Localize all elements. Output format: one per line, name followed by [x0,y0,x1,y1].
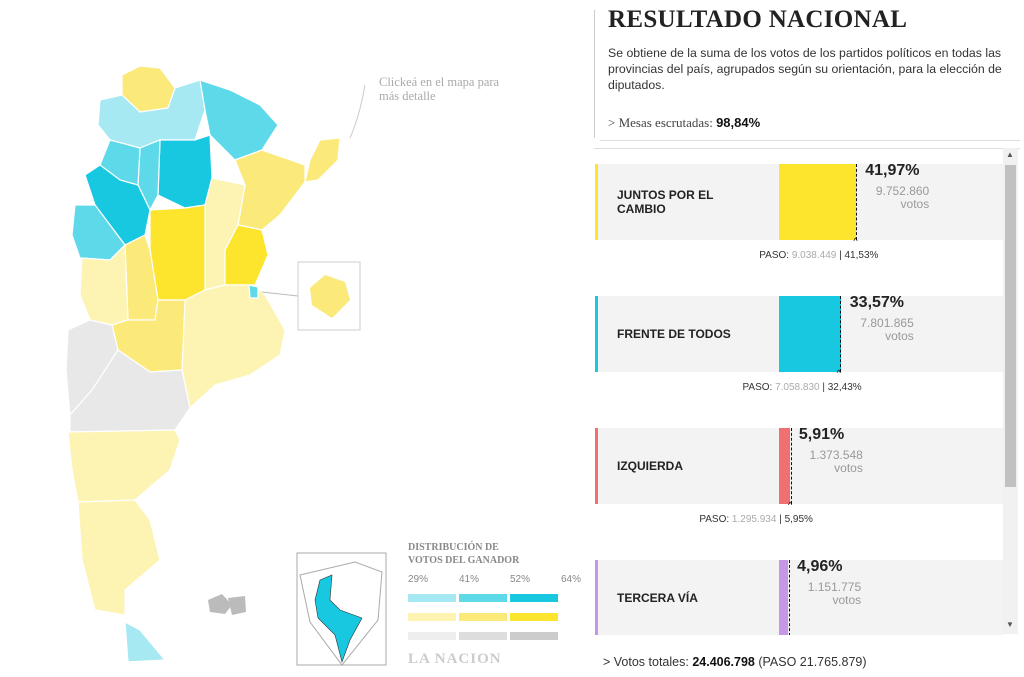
party-name: FRENTE DE TODOS [617,327,731,341]
paso-caret: ^ [787,500,793,510]
province[interactable] [124,620,167,663]
paso-marker [839,296,841,372]
bar [779,428,790,504]
party-name: IZQUIERDA [617,459,683,473]
inset-connector [261,291,299,297]
island [228,596,246,615]
swatch [510,632,558,640]
paso-caret: ^ [836,368,841,378]
divider [594,10,595,138]
end-marker [789,560,791,635]
swatch [459,613,507,621]
province[interactable] [77,499,161,616]
paso-votes: 9.038.449 [791,250,837,261]
swatch [408,613,456,621]
scroll-thumb[interactable] [1005,165,1016,487]
title: RESULTADO NACIONAL [608,6,908,33]
province[interactable] [304,137,341,183]
scroll-up[interactable]: ▲ [1006,150,1014,159]
swatch [510,613,558,621]
legend-swatches [408,594,558,640]
progress-label: > Mesas escrutadas: [608,115,713,130]
logo: LA NACION [408,651,502,667]
legend-tick: 41% [459,574,479,585]
bar [779,164,857,240]
separator [600,140,1020,141]
paso-share: 5,95% [784,514,813,525]
legend-tick: 64% [561,574,581,585]
share-label: 4,96% [797,558,843,575]
votes: 7.801.865 [860,316,914,330]
paso-line: PASO: 7.058.830 | 32,43% [742,382,862,393]
swatch [510,594,558,602]
provinces[interactable] [65,65,341,663]
party-row[interactable]: FRENTE DE TODOS 33,57% 7.801.865 votos ^ PASO… [595,294,1003,393]
share-label: 33,57% [849,294,905,311]
island [208,594,232,614]
antartida-sector [299,561,383,666]
scroll-down[interactable]: ▼ [1006,620,1014,629]
paso-caret: ^ [853,236,858,246]
bar [779,560,789,635]
swatch [408,594,456,602]
paso-label: PASO: [759,250,790,261]
hint-line [349,84,366,139]
province[interactable] [234,149,306,231]
province[interactable] [67,429,181,503]
legend-tick: 52% [510,574,530,585]
antartida [314,574,363,664]
bar [779,296,841,372]
province[interactable] [199,79,279,161]
legend: DISTRIBUCIÓN DE VOTOS DEL GANADOR [408,541,520,566]
party-row[interactable]: TERCERA VÍA 4,96% 1.151.775 votos [595,558,1003,635]
paso-marker [856,164,858,240]
caba[interactable] [310,275,350,318]
paso-marker [790,428,792,504]
votes-unit: votos [900,197,930,211]
progress-value: 98,84% [716,115,761,130]
totals-value: 24.406.798 [692,655,755,669]
paso-line: PASO: 9.038.449 | 41,53% [759,250,879,261]
votes: 9.752.860 [875,184,930,198]
totals-paso: (PASO 21.765.879) [758,655,867,669]
paso-share: 41,53% [844,250,879,261]
share-label: 5,91% [798,426,845,443]
swatch [459,594,507,602]
results-panel[interactable]: JUNTOS POR EL CAMBIO 41,97% 9.752.860 votos… [594,148,1020,635]
swatch [459,632,507,640]
party-name: JUNTOS POR EL CAMBIO [617,188,714,216]
province[interactable] [157,134,213,209]
votes-unit: votos [885,329,914,343]
paso-line: PASO: 1.295.934 | 5,95% [699,514,813,525]
description: Se obtiene de la suma de los votos de lo… [608,46,1002,92]
legend-tick: 29% [408,574,428,585]
party-row[interactable]: JUNTOS POR EL CAMBIO 41,97% 9.752.860 votos… [595,162,1003,261]
votes-unit: votos [834,461,863,475]
votes: 1.151.775 [807,580,862,594]
totals-label: > Votos totales: [603,655,689,669]
votes-unit: votos [832,593,862,607]
share-label: 41,97% [865,162,920,179]
province[interactable] [149,204,206,301]
map: DISTRIBUCIÓN DE VOTOS DEL GANADOR LA NACI… [65,65,581,667]
party-row[interactable]: IZQUIERDA 5,91% 1.373.548 votos ^ PASO: 1.295… [595,426,1003,525]
votes: 1.373.548 [809,448,863,462]
party-name: TERCERA VÍA [617,591,698,605]
progress: > Mesas escrutadas: 98,84% [608,115,760,131]
paso-votes: 7.058.830 [775,382,820,393]
paso-label: PASO: [742,382,773,393]
legend-title: DISTRIBUCIÓN DE VOTOS DEL GANADOR [408,541,520,566]
paso-label: PASO: [699,514,730,525]
paso-share: 32,43% [827,382,862,393]
province[interactable] [69,349,191,433]
totals: > Votos totales: 24.406.798 (PASO 21.765… [603,655,867,669]
province[interactable] [248,284,259,299]
swatch [408,632,456,640]
map-hint: Clickeá en el mapa para más detalle [379,75,500,103]
province[interactable] [181,284,286,410]
paso-votes: 1.295.934 [731,514,777,525]
islands [208,594,246,615]
